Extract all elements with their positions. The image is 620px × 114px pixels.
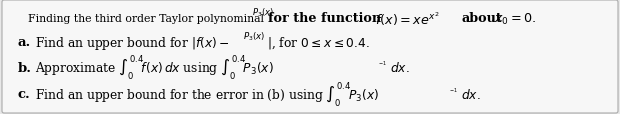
Text: Approximate $\int_0^{0.4}\! f(x)\, dx$ using $\int_0^{0.4}\! P_3(x)$: Approximate $\int_0^{0.4}\! f(x)\, dx$ u… <box>35 53 274 82</box>
Text: $dx.$: $dx.$ <box>461 87 480 101</box>
Text: $_{-1}$: $_{-1}$ <box>449 86 458 94</box>
Text: b.: b. <box>18 61 32 74</box>
Text: Find an upper bound for the error in (b) using $\int_0^{0.4}\! P_3(x)$: Find an upper bound for the error in (b)… <box>35 80 379 108</box>
Text: $|$, for $0 \leq x \leq 0.4.$: $|$, for $0 \leq x \leq 0.4.$ <box>267 35 370 51</box>
Text: $f(x) = xe^{x^2}$: $f(x) = xe^{x^2}$ <box>375 10 440 28</box>
Text: $dx.$: $dx.$ <box>390 60 410 74</box>
Text: c.: c. <box>18 88 31 101</box>
Text: $x_0 = 0.$: $x_0 = 0.$ <box>494 11 536 26</box>
Text: $P_3(x)$: $P_3(x)$ <box>252 7 274 19</box>
Text: for the function: for the function <box>268 12 381 25</box>
FancyBboxPatch shape <box>2 1 618 113</box>
Text: $_{-1}$: $_{-1}$ <box>378 59 387 68</box>
Text: Find an upper bound for $|f(x) -$: Find an upper bound for $|f(x) -$ <box>35 34 230 51</box>
Text: $P_3(x)$: $P_3(x)$ <box>243 30 265 43</box>
Text: about: about <box>462 12 503 25</box>
Text: Finding the third order Taylor polynominal: Finding the third order Taylor polynomin… <box>28 14 264 24</box>
Text: a.: a. <box>18 36 31 49</box>
